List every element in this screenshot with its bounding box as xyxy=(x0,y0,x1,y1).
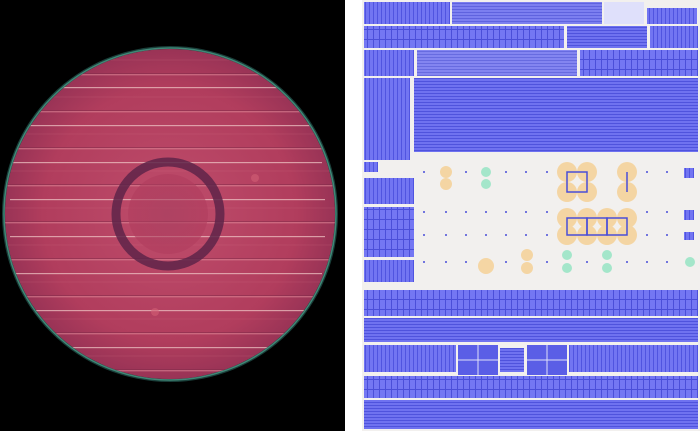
chip-layout-panel xyxy=(362,0,700,431)
chip-layout-image xyxy=(364,2,698,429)
layout-bottom-blocks xyxy=(364,290,698,429)
wafer-photo-panel xyxy=(0,0,345,431)
layout-top-blocks xyxy=(364,2,698,282)
wafer-image xyxy=(2,46,338,382)
layout-probe-area xyxy=(418,158,698,286)
wafer-center-ring xyxy=(111,157,225,271)
